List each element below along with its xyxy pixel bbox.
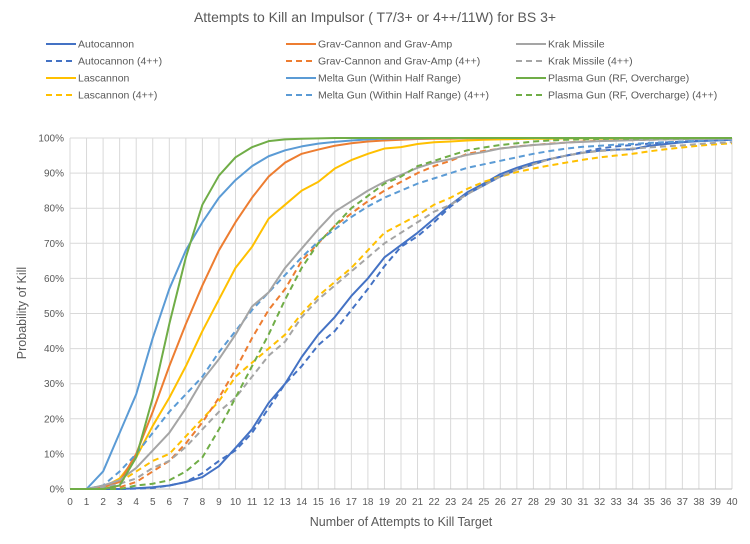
- legend-item: Krak Missile: [516, 39, 605, 51]
- x-tick-label: 8: [200, 497, 206, 508]
- x-tick-label: 21: [412, 497, 424, 508]
- x-tick-label: 3: [117, 497, 123, 508]
- x-tick-label: 25: [478, 497, 490, 508]
- series-group: [70, 137, 733, 490]
- series-krak-missile-4: [70, 141, 733, 490]
- y-axis-ticks: 0% 10% 20% 30% 40% 50% 60% 70% 80% 90% 100%: [38, 134, 64, 496]
- x-tick-label: 30: [561, 497, 573, 508]
- y-tick-label: 80%: [44, 204, 64, 215]
- y-tick-label: 40%: [44, 344, 64, 355]
- y-tick-label: 0%: [50, 485, 65, 496]
- x-tick-label: 31: [577, 497, 589, 508]
- legend-label: Autocannon: [78, 39, 134, 51]
- series-krak-missile: [70, 137, 732, 490]
- legend-item: Lascannon (4++): [46, 90, 157, 102]
- legend-label: Grav-Cannon and Grav-Amp: [318, 39, 452, 51]
- series-autocannon-4: [70, 138, 733, 490]
- legend-item: Autocannon: [46, 39, 134, 51]
- x-tick-label: 16: [329, 497, 341, 508]
- y-tick-label: 30%: [44, 379, 64, 390]
- legend-item: Plasma Gun (RF, Overcharge) (4++): [516, 90, 717, 102]
- legend-item: Melta Gun (Within Half Range) (4++): [286, 90, 489, 102]
- legend-label: Melta Gun (Within Half Range): [318, 73, 461, 85]
- y-tick-label: 60%: [44, 274, 64, 285]
- series-plasma-gun-rf-overcharge-4: [70, 137, 732, 490]
- x-tick-label: 27: [511, 497, 523, 508]
- x-tick-label: 9: [216, 497, 222, 508]
- series-line: [70, 138, 733, 490]
- x-tick-label: 34: [627, 497, 639, 508]
- legend-label: Plasma Gun (RF, Overcharge): [548, 73, 689, 85]
- x-tick-label: 20: [395, 497, 407, 508]
- y-tick-label: 70%: [44, 239, 64, 250]
- x-tick-label: 13: [280, 497, 292, 508]
- x-tick-label: 1: [84, 497, 90, 508]
- y-tick-label: 20%: [44, 414, 64, 425]
- legend-label: Krak Missile: [548, 39, 605, 51]
- series-plasma-gun-rf-overcharge: [70, 137, 732, 490]
- x-tick-label: 26: [495, 497, 507, 508]
- x-tick-label: 23: [445, 497, 457, 508]
- x-tick-label: 19: [379, 497, 391, 508]
- y-tick-label: 50%: [44, 309, 64, 320]
- x-tick-label: 18: [362, 497, 374, 508]
- x-tick-label: 38: [693, 497, 705, 508]
- series-line: [70, 137, 732, 490]
- y-axis-label: Probability of Kill: [15, 267, 29, 359]
- x-tick-label: 15: [313, 497, 325, 508]
- x-tick-label: 6: [167, 497, 173, 508]
- y-tick-label: 100%: [38, 134, 64, 145]
- x-tick-label: 11: [247, 497, 258, 508]
- x-tick-label: 29: [544, 497, 556, 508]
- x-tick-label: 32: [594, 497, 606, 508]
- x-tick-label: 40: [726, 497, 738, 508]
- x-tick-label: 37: [677, 497, 689, 508]
- legend-label: Melta Gun (Within Half Range) (4++): [318, 90, 489, 102]
- legend-label: Lascannon (4++): [78, 90, 157, 102]
- series-melta-gun-within-half-range-4: [70, 138, 733, 490]
- x-tick-label: 4: [133, 497, 139, 508]
- x-tick-label: 14: [296, 497, 308, 508]
- legend-item: Melta Gun (Within Half Range): [286, 73, 461, 85]
- y-tick-label: 90%: [44, 169, 64, 180]
- series-lascannon-4: [70, 142, 733, 490]
- legend-label: Krak Missile (4++): [548, 56, 633, 68]
- x-tick-label: 28: [528, 497, 540, 508]
- chart-title: Attempts to Kill an Impulsor ( T7/3+ or …: [194, 9, 556, 25]
- series-line: [70, 137, 732, 490]
- legend: Autocannon Autocannon (4++) Lascannon Lasca…: [46, 39, 717, 102]
- series-line: [70, 137, 732, 490]
- legend-item: Plasma Gun (RF, Overcharge): [516, 73, 689, 85]
- legend-label: Lascannon: [78, 73, 130, 85]
- x-tick-label: 5: [150, 497, 156, 508]
- legend-item: Grav-Cannon and Grav-Amp: [286, 39, 452, 51]
- legend-item: Grav-Cannon and Grav-Amp (4++): [286, 56, 480, 68]
- x-tick-label: 10: [230, 497, 242, 508]
- x-tick-label: 17: [346, 497, 358, 508]
- x-tick-label: 24: [462, 497, 474, 508]
- y-tick-label: 10%: [44, 449, 64, 460]
- x-axis-ticks: 0 1 2 3 4 5 6 7 8 9 10 11 12 13 14 15 16 17 18 19 20 21 22 23 24…: [67, 497, 738, 508]
- x-tick-label: 22: [429, 497, 441, 508]
- legend-label: Plasma Gun (RF, Overcharge) (4++): [548, 90, 717, 102]
- legend-item: Lascannon: [46, 73, 130, 85]
- legend-label: Autocannon (4++): [78, 56, 162, 68]
- x-tick-label: 39: [710, 497, 722, 508]
- x-tick-label: 0: [67, 497, 73, 508]
- x-tick-label: 36: [660, 497, 672, 508]
- legend-item: Autocannon (4++): [46, 56, 162, 68]
- x-tick-label: 2: [100, 497, 106, 508]
- x-tick-label: 12: [263, 497, 275, 508]
- series-line: [70, 141, 733, 490]
- gridlines: [69, 137, 733, 490]
- legend-item: Krak Missile (4++): [516, 56, 633, 68]
- legend-label: Grav-Cannon and Grav-Amp (4++): [318, 56, 480, 68]
- x-tick-label: 35: [644, 497, 656, 508]
- x-tick-label: 33: [611, 497, 623, 508]
- x-tick-label: 7: [183, 497, 189, 508]
- series-line: [70, 142, 733, 490]
- x-axis-label: Number of Attempts to Kill Target: [310, 515, 493, 529]
- series-line: [70, 138, 733, 490]
